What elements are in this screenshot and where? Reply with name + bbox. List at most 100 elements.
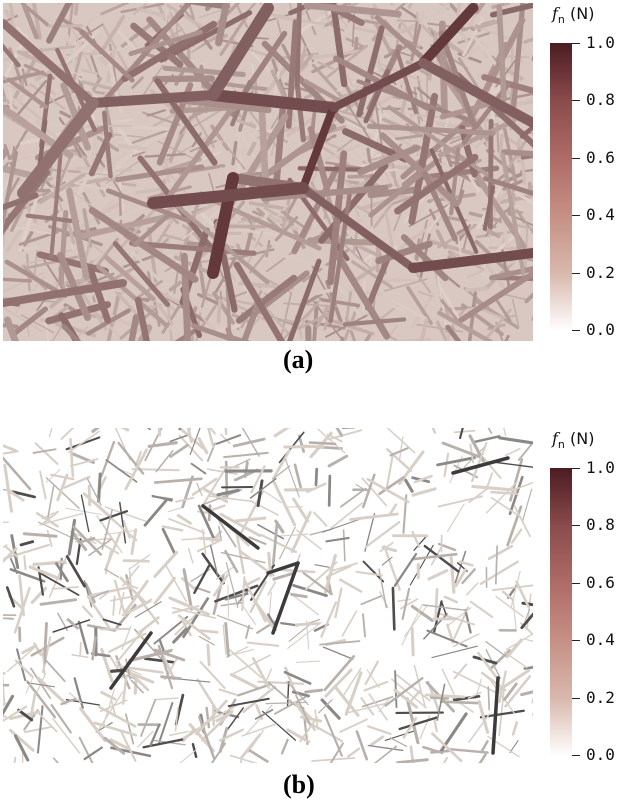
fiber — [510, 570, 521, 609]
fiber — [45, 469, 61, 483]
fiber — [158, 638, 166, 654]
fiber — [38, 172, 86, 205]
fiber — [186, 428, 193, 444]
fiber — [315, 305, 329, 328]
fiber — [397, 598, 411, 602]
fiber — [3, 165, 34, 179]
fiber — [485, 640, 507, 657]
fiber — [147, 428, 151, 431]
fiber — [120, 730, 137, 762]
fiber — [73, 3, 79, 16]
fiber — [118, 194, 123, 229]
fiber — [281, 301, 320, 341]
fiber — [520, 622, 533, 636]
fiber — [215, 434, 242, 445]
fiber — [104, 568, 119, 578]
fiber — [283, 444, 325, 449]
fiber — [4, 14, 18, 23]
fiber — [15, 98, 43, 121]
thick-fiber — [299, 184, 417, 272]
fiber — [466, 582, 479, 596]
fiber — [26, 682, 55, 688]
fiber — [5, 546, 19, 558]
fiber — [379, 132, 460, 207]
fiber — [521, 601, 533, 607]
fiber — [333, 685, 360, 717]
fiber — [20, 3, 39, 40]
fiber — [253, 270, 310, 315]
fiber — [202, 465, 228, 506]
fiber — [90, 652, 111, 658]
fiber — [6, 77, 48, 109]
fiber — [197, 437, 209, 455]
fiber — [312, 301, 319, 341]
fiber — [59, 110, 72, 119]
fiber — [137, 324, 153, 341]
fiber — [19, 3, 50, 28]
fiber — [90, 55, 101, 82]
fiber — [36, 705, 44, 754]
fiber — [334, 587, 343, 619]
fiber — [60, 428, 75, 440]
fiber — [410, 626, 415, 657]
fiber — [386, 428, 416, 454]
fiber — [388, 3, 394, 6]
fiber — [272, 449, 291, 480]
fiber — [131, 76, 144, 90]
fiber — [306, 49, 362, 61]
fiber — [441, 668, 455, 695]
fiber — [375, 240, 433, 265]
fiber — [125, 667, 150, 692]
fiber — [3, 444, 17, 452]
fiber — [120, 204, 160, 249]
fiber — [163, 657, 178, 680]
fiber — [117, 441, 145, 475]
fiber — [88, 537, 113, 557]
fiber — [100, 440, 116, 478]
fiber — [508, 475, 524, 516]
colorbar-tick — [572, 100, 580, 101]
fiber — [496, 461, 533, 468]
fiber — [199, 660, 226, 690]
fiber — [327, 150, 348, 286]
fiber — [486, 481, 518, 514]
fiber — [51, 586, 79, 590]
fiber — [58, 210, 69, 286]
fiber — [411, 530, 421, 548]
fiber — [306, 620, 310, 650]
fiber — [121, 625, 132, 651]
fiber — [483, 227, 501, 239]
fiber — [5, 586, 16, 608]
colorbar-gradient-a — [550, 43, 572, 331]
fiber — [434, 587, 439, 619]
fiber — [209, 428, 216, 435]
fiber — [3, 307, 44, 333]
fiber — [504, 293, 527, 301]
fiber — [446, 503, 465, 533]
fiber — [209, 545, 219, 576]
fiber — [13, 734, 30, 762]
fiber — [261, 710, 297, 741]
fiber — [391, 195, 413, 206]
fiber — [284, 666, 296, 692]
fiber — [279, 526, 296, 560]
fiber — [42, 168, 81, 174]
fiber — [163, 233, 195, 244]
colorbar-tick-label: 0.2 — [586, 688, 615, 707]
fiber — [511, 96, 533, 109]
thick-fiber — [408, 248, 533, 273]
fiber — [3, 450, 19, 455]
fiber — [490, 496, 520, 517]
fiber — [295, 694, 312, 727]
fiber — [318, 162, 389, 244]
colorbar-tick — [572, 583, 580, 584]
fiber — [489, 265, 533, 281]
fiber — [71, 654, 89, 659]
fiber — [520, 690, 533, 697]
fiber — [121, 598, 153, 617]
fiber — [428, 239, 475, 256]
fiber — [187, 547, 194, 564]
fiber — [389, 737, 408, 747]
fiber — [263, 490, 282, 504]
fiber — [509, 740, 519, 754]
